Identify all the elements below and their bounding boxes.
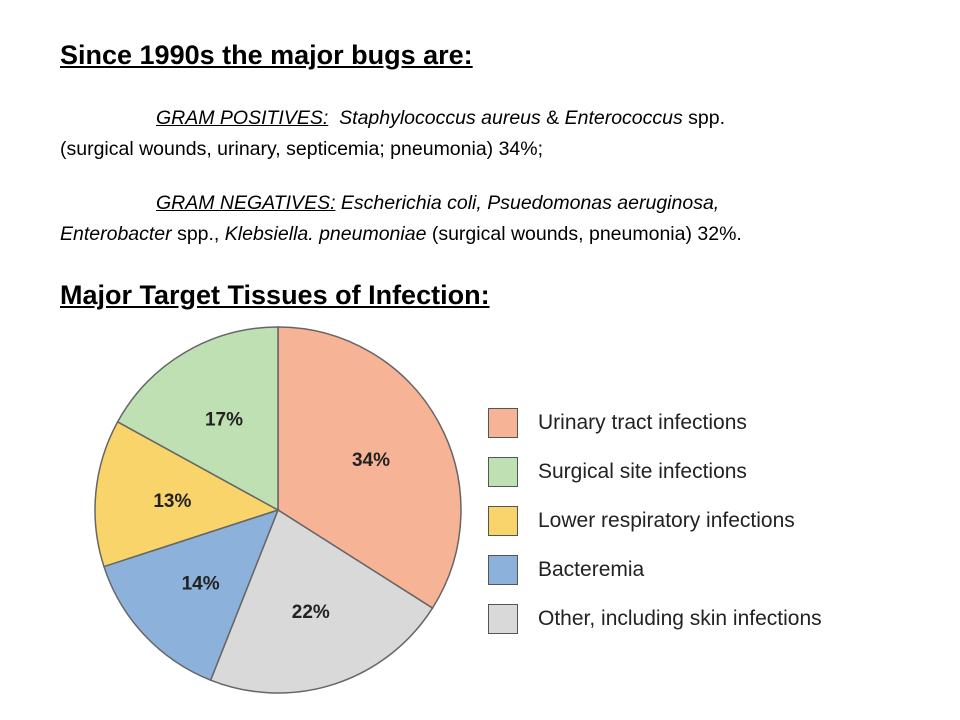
- legend-label: Other, including skin infections: [538, 606, 822, 630]
- legend-item: Lower respiratory infections: [488, 496, 822, 545]
- pie-slice-urinary-tract-infections: [277, 326, 462, 610]
- text-fragment: spp.: [682, 107, 726, 129]
- pie-data-label: 17%: [205, 410, 243, 431]
- gram-positives-organisms: Staphylococcus aureus & Enterococcus spp…: [339, 107, 725, 129]
- legend-swatch: [488, 554, 518, 585]
- pie-slice-other-including-skin-infections: [209, 508, 434, 694]
- gram-positives-details: (surgical wounds, urinary, septicemia; p…: [60, 138, 544, 160]
- pie-legend: Urinary tract infections Surgical site in…: [488, 398, 822, 643]
- pie-slice-surgical-site-infections: [116, 326, 279, 512]
- legend-swatch: [488, 603, 518, 634]
- legend-label: Lower respiratory infections: [538, 508, 795, 532]
- pie-slice-lower-respiratory-infections: [94, 420, 280, 568]
- heading-major-bugs: Since 1990s the major bugs are:: [60, 40, 473, 70]
- gram-positives-paragraph: GRAM POSITIVES: Staphylococcus aureus & …: [60, 103, 920, 165]
- text-fragment: &: [540, 107, 565, 129]
- gram-negatives-label: GRAM NEGATIVES:: [156, 192, 336, 214]
- text-fragment: Enterococcus: [564, 107, 683, 129]
- gram-negatives-line2: Enterobacter spp., Klebsiella. pneumonia…: [60, 223, 742, 245]
- gram-positives-label: GRAM POSITIVES:: [156, 107, 329, 129]
- legend-label: Urinary tract infections: [538, 410, 747, 434]
- legend-item: Bacteremia: [488, 545, 822, 594]
- text-fragment: (surgical wounds, pneumonia) 32%.: [426, 223, 742, 245]
- gram-negatives-line1: Escherichia coli, Psuedomonas aeruginosa…: [340, 192, 720, 214]
- pie-data-label: 13%: [153, 491, 191, 512]
- legend-item: Other, including skin infections: [488, 594, 822, 643]
- pie-data-label: 14%: [182, 574, 220, 595]
- legend-label: Bacteremia: [538, 557, 645, 581]
- text-fragment: Klebsiella. pneumoniae: [224, 223, 427, 245]
- gram-negatives-paragraph: GRAM NEGATIVES: Escherichia coli, Psuedo…: [60, 188, 920, 250]
- infection-pie-chart: 34% 22% 14% 13% 17%: [94, 326, 462, 694]
- legend-item: Surgical site infections: [488, 447, 822, 496]
- legend-label: Surgical site infections: [538, 459, 747, 483]
- pie-data-label: 22%: [292, 602, 330, 623]
- text-fragment: Staphylococcus aureus: [339, 107, 541, 129]
- legend-item: Urinary tract infections: [488, 398, 822, 447]
- text-fragment: spp.,: [171, 223, 225, 245]
- legend-swatch: [488, 505, 518, 536]
- legend-swatch: [488, 407, 518, 438]
- pie-data-label: 34%: [352, 450, 390, 471]
- legend-swatch: [488, 456, 518, 487]
- text-fragment: Enterobacter: [60, 223, 172, 245]
- heading-target-tissues: Major Target Tissues of Infection:: [60, 280, 490, 310]
